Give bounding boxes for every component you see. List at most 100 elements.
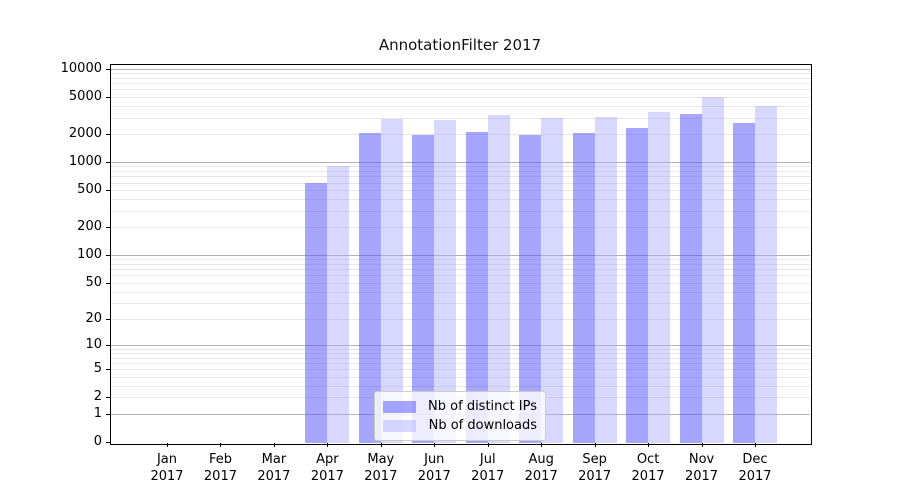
major-gridline xyxy=(110,162,810,164)
minor-gridline xyxy=(110,73,810,75)
bar-distinct-ips-oct xyxy=(626,128,649,443)
minor-gridline xyxy=(110,363,810,365)
y-tick-label: 10000 xyxy=(60,60,102,76)
minor-gridline xyxy=(110,352,810,354)
x-tick-mark xyxy=(167,443,168,447)
minor-gridline xyxy=(110,227,810,229)
y-tick-label: 2000 xyxy=(68,125,102,141)
x-tick-label: Aug 2017 xyxy=(514,451,568,485)
x-tick-label: Apr 2017 xyxy=(300,451,354,485)
minor-gridline xyxy=(110,302,810,304)
y-tick-mark xyxy=(106,369,110,371)
y-tick-label: 0 xyxy=(93,434,102,449)
y-tick-label: 50 xyxy=(85,274,102,290)
minor-gridline xyxy=(110,171,810,173)
bar-downloads-jul xyxy=(487,114,510,443)
bar-distinct-ips-apr xyxy=(305,182,328,443)
y-tick-label: 20 xyxy=(85,310,102,326)
x-tick-mark xyxy=(273,443,275,447)
bar-distinct-ips-aug xyxy=(519,135,542,443)
major-gridline xyxy=(110,68,810,70)
y-tick-label: 5 xyxy=(93,361,102,377)
minor-gridline xyxy=(110,210,810,212)
y-tick-mark xyxy=(106,68,110,70)
x-tick-mark xyxy=(220,443,222,447)
chart-title: AnnotationFilter 2017 xyxy=(378,36,542,54)
bar-downloads-oct xyxy=(648,111,671,443)
y-tick-mark xyxy=(106,190,110,192)
minor-gridline xyxy=(110,83,810,85)
major-gridline xyxy=(110,254,810,256)
bar-downloads-dec xyxy=(754,105,777,443)
y-tick-label: 1 xyxy=(93,405,102,421)
minor-gridline xyxy=(110,369,810,371)
minor-gridline xyxy=(110,199,810,201)
x-tick-mark xyxy=(327,443,329,447)
y-tick-mark xyxy=(106,318,110,320)
x-tick-label: Dec 2017 xyxy=(728,451,782,485)
minor-gridline xyxy=(110,291,810,293)
bar-distinct-ips-nov xyxy=(679,114,702,443)
x-tick-label: Oct 2017 xyxy=(621,451,675,485)
legend-swatch-distinct-ips xyxy=(383,400,416,413)
x-tick-mark xyxy=(487,443,489,447)
y-tick-mark xyxy=(106,254,110,256)
legend-row: Nb of distinct IPs xyxy=(383,397,537,416)
y-tick-label: 10 xyxy=(85,336,102,352)
y-tick-mark xyxy=(106,442,110,443)
bar-downloads-nov xyxy=(701,96,724,443)
y-tick-label: 1000 xyxy=(68,154,102,170)
minor-gridline xyxy=(110,182,810,184)
minor-gridline xyxy=(110,348,810,350)
y-tick-label: 2 xyxy=(93,389,102,405)
x-tick-year: 2017 xyxy=(578,469,612,484)
bar-distinct-ips-may xyxy=(358,132,381,443)
y-tick-mark xyxy=(106,227,110,229)
x-tick-mark xyxy=(648,443,650,447)
x-tick-label: Nov 2017 xyxy=(675,451,729,485)
bar-distinct-ips-sep xyxy=(572,132,595,443)
x-tick-label: Sep 2017 xyxy=(568,451,622,485)
minor-gridline xyxy=(110,376,810,378)
x-tick-mark xyxy=(380,443,382,447)
minor-gridline xyxy=(110,263,810,265)
bar-downloads-sep xyxy=(594,116,617,443)
minor-gridline xyxy=(110,77,810,79)
minor-gridline xyxy=(110,105,810,107)
x-tick-label: Mar 2017 xyxy=(247,451,301,485)
y-tick-mark xyxy=(106,413,110,415)
x-tick-mark xyxy=(541,443,543,447)
y-tick-label: 100 xyxy=(77,246,102,262)
x-tick-label: Jul 2017 xyxy=(461,451,515,485)
x-tick-year: 2017 xyxy=(150,469,184,484)
x-tick-year: 2017 xyxy=(364,469,398,484)
minor-gridline xyxy=(110,133,810,135)
bar-downloads-jun xyxy=(434,119,457,443)
legend-swatch-downloads xyxy=(383,419,416,432)
y-tick-label: 200 xyxy=(77,219,102,235)
minor-gridline xyxy=(110,166,810,168)
minor-gridline xyxy=(110,117,810,119)
bar-downloads-aug xyxy=(541,118,564,443)
x-tick-year: 2017 xyxy=(524,469,558,484)
y-tick-mark xyxy=(106,162,110,164)
y-tick-mark xyxy=(106,282,110,284)
x-tick-year: 2017 xyxy=(310,469,344,484)
bar-distinct-ips-jul xyxy=(465,132,488,443)
x-tick-year: 2017 xyxy=(738,469,772,484)
bar-distinct-ips-jun xyxy=(412,135,435,443)
minor-gridline xyxy=(110,282,810,284)
legend-row: Nb of downloads xyxy=(383,416,537,435)
x-tick-mark xyxy=(594,443,596,447)
minor-gridline xyxy=(110,357,810,359)
x-tick-label: Jan 2017 xyxy=(140,451,194,485)
minor-gridline xyxy=(110,259,810,261)
minor-gridline xyxy=(110,275,810,277)
x-tick-year: 2017 xyxy=(257,469,291,484)
bar-downloads-apr xyxy=(327,166,350,443)
x-tick-mark xyxy=(754,443,756,447)
minor-gridline xyxy=(110,89,810,91)
x-tick-label: Feb 2017 xyxy=(193,451,247,485)
minor-gridline xyxy=(110,318,810,320)
